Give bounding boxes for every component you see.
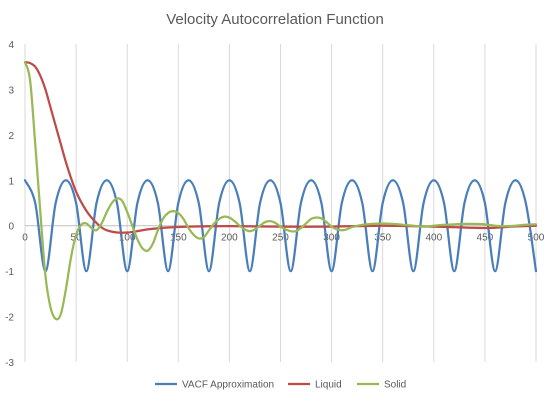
y-tick-label: -1 xyxy=(5,267,14,278)
x-axis-tick-labels: 0 50 100 150 200 250 300 350 400 450 500 xyxy=(22,233,545,244)
x-tick-label: 350 xyxy=(374,233,391,244)
x-tick-label: 450 xyxy=(477,233,494,244)
y-tick-label: 1 xyxy=(8,176,14,187)
x-tick-label: 300 xyxy=(323,233,340,244)
chart-title: Velocity Autocorrelation Function xyxy=(166,11,384,28)
x-tick-label: 100 xyxy=(119,233,136,244)
x-tick-label: 0 xyxy=(22,233,28,244)
legend: VACF Approximation Liquid Solid xyxy=(155,380,406,391)
series-line-solid xyxy=(23,61,538,321)
legend-label-solid: Solid xyxy=(384,380,406,391)
x-tick-label: 500 xyxy=(528,233,545,244)
x-tick-label: 250 xyxy=(272,233,289,244)
x-tick-label: 200 xyxy=(221,233,238,244)
x-tick-label: 50 xyxy=(71,233,83,244)
y-tick-label: -3 xyxy=(5,358,14,369)
y-tick-label: 0 xyxy=(8,222,14,233)
y-tick-label: 4 xyxy=(8,40,14,51)
legend-label-vacf-approximation: VACF Approximation xyxy=(182,380,274,391)
series-lines xyxy=(23,61,538,321)
legend-label-liquid: Liquid xyxy=(315,380,342,391)
y-axis-tick-labels: 4 3 2 1 0 -1 -2 -3 xyxy=(5,40,14,369)
series-line-vacf-approximation xyxy=(23,179,538,273)
y-tick-label: 2 xyxy=(8,131,14,142)
x-tick-label: 400 xyxy=(425,233,442,244)
y-tick-label: 3 xyxy=(8,85,14,96)
y-tick-label: -2 xyxy=(5,313,14,324)
x-tick-label: 150 xyxy=(170,233,187,244)
